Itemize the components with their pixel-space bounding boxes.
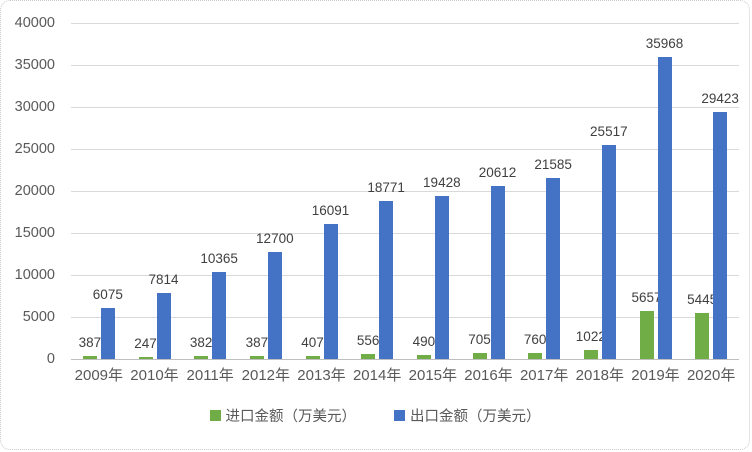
data-label-export-2014年: 18771 [367, 180, 405, 196]
bar-import-2016年 [472, 353, 487, 359]
data-label-export-2016年: 20612 [478, 164, 517, 180]
data-label-export-2019年: 35968 [645, 35, 684, 51]
x-axis-label-2019年: 2019年 [631, 367, 680, 384]
y-tick-label: 35000 [14, 57, 55, 73]
gridline [71, 275, 739, 276]
bar-import-2015年 [416, 354, 431, 359]
bar-import-2010年 [138, 356, 153, 359]
y-tick-label: 20000 [14, 183, 55, 199]
y-tick-label: 0 [46, 351, 55, 367]
x-axis-label-2020年: 2020年 [686, 367, 736, 384]
x-axis-label-2018年: 2018年 [575, 367, 625, 384]
x-axis-label-2015年: 2015年 [408, 367, 458, 384]
bar-export-2017年 [546, 177, 561, 359]
gridline [71, 107, 739, 108]
bar-export-2010年 [156, 293, 171, 359]
x-axis-label-2012年: 2012年 [241, 367, 291, 384]
legend-label-export: 出口金额（万美元） [410, 409, 541, 425]
legend-swatch-export [394, 410, 405, 421]
data-label-import-2016年: 705 [468, 332, 491, 348]
legend-item-import: 进口金额（万美元） [209, 405, 357, 426]
gridline [71, 65, 739, 66]
data-label-import-2012年: 387 [245, 334, 269, 350]
bar-export-2018年 [601, 144, 616, 359]
data-label-import-2018年: 1022 [575, 329, 606, 345]
x-axis-label-2014年: 2014年 [352, 367, 402, 384]
x-axis-label-2009年: 2009年 [74, 367, 124, 384]
y-tick-label: 25000 [14, 141, 55, 157]
data-label-import-2009年: 387 [78, 334, 102, 350]
bar-export-2011年 [212, 271, 227, 359]
bar-export-2019年 [657, 56, 672, 359]
bar-import-2012年 [249, 355, 264, 359]
legend-item-export: 出口金额（万美元） [394, 405, 541, 426]
bar-export-2013年 [323, 223, 338, 359]
y-tick-label: 5000 [22, 309, 55, 325]
data-label-import-2013年: 407 [301, 334, 324, 350]
x-axis-label-2010年: 2010年 [130, 367, 179, 384]
bar-import-2020年 [695, 313, 710, 359]
data-label-export-2012年: 12700 [256, 231, 294, 247]
bar-export-2009年 [100, 307, 115, 359]
plot-area: 387 6075 247 7814 382 10365 387 12700 407 16091 55… [71, 23, 739, 360]
data-label-export-2017年: 21585 [534, 156, 572, 172]
y-tick-label: 30000 [14, 99, 55, 115]
data-label-import-2017年: 760 [523, 331, 547, 347]
y-tick-label: 10000 [14, 267, 55, 283]
y-tick-label: 40000 [14, 15, 55, 31]
gridline [71, 317, 739, 318]
bar-export-2012年 [267, 252, 282, 359]
data-label-export-2009年: 6075 [92, 286, 123, 302]
x-axis-label-2017年: 2017年 [519, 367, 569, 384]
gridline [71, 23, 739, 24]
bar-import-2011年 [194, 355, 209, 359]
data-label-import-2014年: 556 [356, 333, 380, 349]
data-label-export-2010年: 7814 [148, 272, 179, 288]
legend-label-import: 进口金额（万美元） [225, 409, 357, 425]
data-label-export-2015年: 19428 [423, 174, 461, 190]
bar-import-2017年 [528, 352, 543, 359]
data-label-import-2019年: 5657 [631, 290, 662, 306]
bar-export-2015年 [434, 195, 449, 359]
data-label-export-2013年: 16091 [311, 202, 350, 218]
data-label-import-2010年: 247 [134, 335, 157, 351]
x-axis-line [71, 359, 739, 360]
data-label-export-2020年: 29423 [701, 90, 739, 106]
bar-import-2014年 [361, 354, 376, 359]
y-tick-label: 15000 [14, 225, 55, 241]
x-axis-label-2011年: 2011年 [186, 367, 234, 384]
x-axis-label-2013年: 2013年 [297, 367, 346, 384]
bar-import-2009年 [82, 355, 97, 359]
legend-swatch-import [209, 410, 221, 421]
bar-export-2014年 [379, 201, 394, 359]
bar-import-2018年 [583, 350, 598, 359]
data-label-import-2011年: 382 [189, 334, 213, 350]
x-axis-label-2016年: 2016年 [464, 367, 513, 384]
bar-import-2013年 [305, 355, 320, 359]
data-label-import-2015年: 490 [412, 333, 436, 349]
legend: 进口金额（万美元） 出口金额（万美元） [1, 405, 749, 426]
bar-export-2016年 [490, 185, 505, 359]
data-label-export-2011年: 10365 [200, 250, 238, 266]
gridline [71, 191, 739, 192]
data-label-import-2020年: 5445 [687, 292, 718, 308]
gridline [71, 149, 739, 150]
bar-export-2020年 [713, 111, 728, 359]
gridline [71, 233, 739, 234]
data-label-export-2018年: 25517 [590, 123, 628, 139]
bar-import-2019年 [639, 311, 654, 359]
